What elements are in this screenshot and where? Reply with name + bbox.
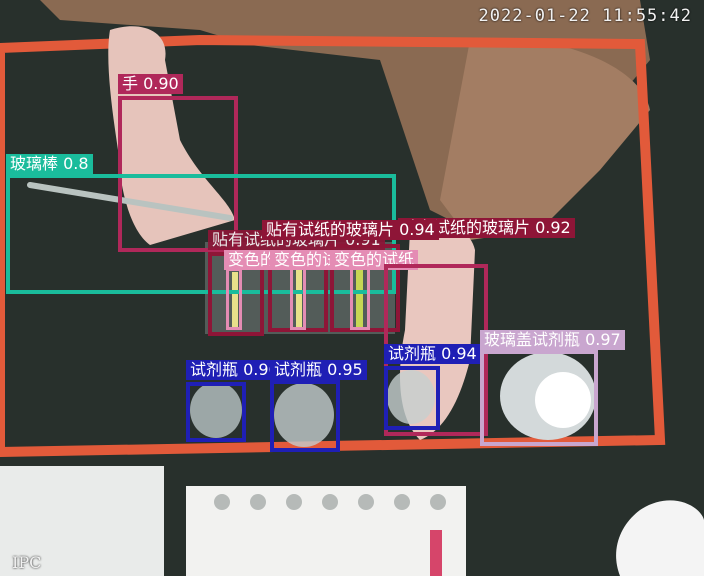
test-paper-slide-label-1: 贴有试纸的玻璃片 0.94 <box>262 220 439 240</box>
reagent-bottle-box-1 <box>186 382 246 442</box>
glass-cap-bottle-label: 玻璃盖试剂瓶 0.97 <box>480 330 625 350</box>
paper-towel <box>616 500 704 576</box>
hand-detection-label: 手 0.90 <box>118 74 183 94</box>
reagent-bottle-box-2 <box>270 380 340 452</box>
changed-paper-box-1 <box>226 268 242 330</box>
reagent-bottle-1 <box>190 382 242 438</box>
glass-rod-detection-label: 玻璃棒 0.8 <box>6 154 93 174</box>
glass-cap-bottle-box <box>480 350 598 446</box>
changed-paper-box-2 <box>290 266 306 330</box>
test-paper-slide-label-3: 贴有试纸的玻璃片 0.92 <box>398 218 575 238</box>
glass-rod <box>27 182 233 221</box>
orange-tape <box>0 34 666 458</box>
reagent-bottle-label-2: 试剂瓶 0.95 <box>270 360 367 380</box>
reagent-bottle-3 <box>387 370 435 424</box>
ipc-watermark: IPC <box>12 553 42 572</box>
reagent-bottle-label-1: 试剂瓶 0.96 <box>186 360 283 380</box>
reagent-bottle-label-3: 试剂瓶 0.94 <box>384 344 481 364</box>
reagent-bottle-box-3 <box>384 366 440 430</box>
reagent-bottle-2 <box>274 383 334 447</box>
white-tray-left <box>0 466 164 576</box>
timestamp-overlay: 2022-01-22 11:55:42 <box>478 6 692 26</box>
